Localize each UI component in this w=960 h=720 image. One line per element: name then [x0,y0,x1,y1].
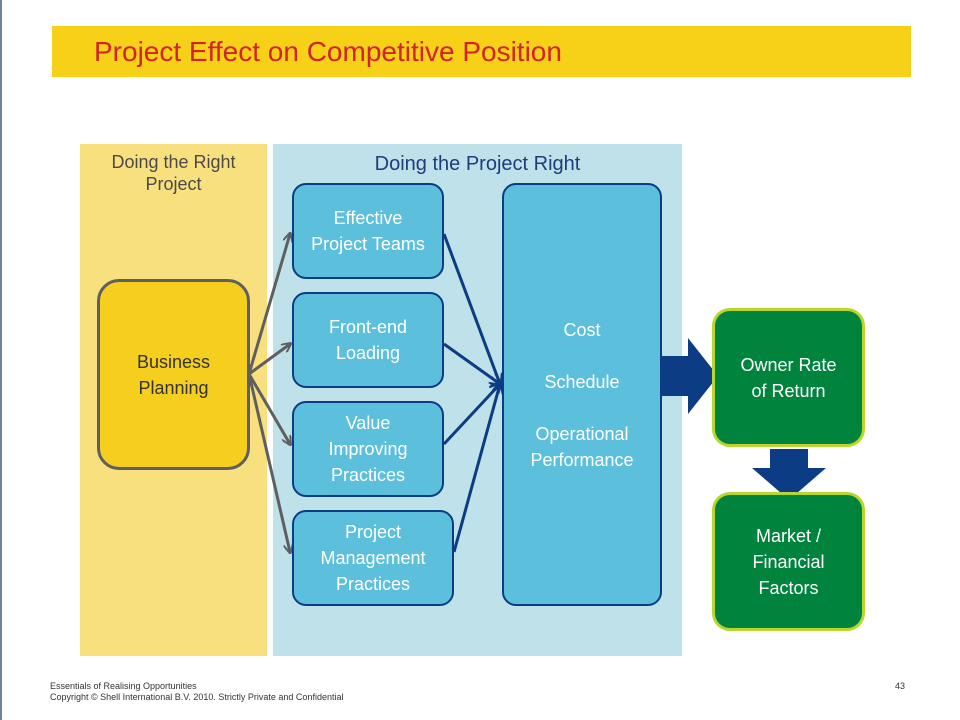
arrow-to-teams [247,234,290,375]
panel-right-label: Doing the Project Right [374,153,581,175]
pm-practices-label: Project Management Practices [320,522,426,594]
arrow-to-vip [247,373,290,444]
value-improving-box: Value Improving Practices [292,401,444,497]
slide-title: Project Effect on Competitive Position [94,36,562,67]
arrow-teams-to-outcomes [442,233,500,384]
arrow-fel-to-outcomes [443,342,500,384]
arrow-to-pmp [247,373,290,552]
effective-teams-label: Effective Project Teams [311,208,425,254]
outcomes-label: Cost Schedule Operational Performance [530,319,634,470]
arrow-vip-to-outcomes [442,384,500,446]
pm-practices-box: Project Management Practices [292,510,454,606]
value-improving-label: Value Improving Practices [328,413,408,485]
block-arrow-down [752,449,826,500]
footer: Essentials of Realising Opportunities Co… [50,681,343,703]
arrow-pmp-to-outcomes [452,384,500,553]
effective-teams-box: Effective Project Teams [292,183,444,279]
owner-return-label: Owner Rate of Return [740,354,837,401]
front-end-loading-box: Front-end Loading [292,292,444,388]
market-factors-label: Market / Financial Factors [752,525,825,598]
owner-return-box: Owner Rate of Return [712,308,865,447]
panel-left-label: Doing the Right Project [111,152,236,194]
arrow-to-fel [248,344,290,376]
market-factors-box: Market / Financial Factors [712,492,865,631]
block-arrow-right [662,338,718,414]
slide-left-rule [0,0,2,720]
business-planning-box: Business Planning [97,279,250,470]
footer-title: Essentials of Realising Opportunities [50,681,197,691]
title-bar: Project Effect on Competitive Position [52,26,911,77]
footer-copyright: Copyright © Shell International B.V. 201… [50,692,344,702]
page-number: 43 [895,681,906,691]
outcomes-box: Cost Schedule Operational Performance [502,183,662,606]
front-end-loading-label: Front-end Loading [328,317,408,363]
business-planning-label: Business Planning [136,351,211,398]
